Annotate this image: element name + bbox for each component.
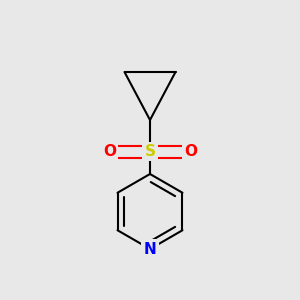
Text: N: N bbox=[144, 242, 156, 256]
Text: O: O bbox=[103, 144, 116, 159]
Text: S: S bbox=[145, 144, 155, 159]
Text: O: O bbox=[184, 144, 197, 159]
